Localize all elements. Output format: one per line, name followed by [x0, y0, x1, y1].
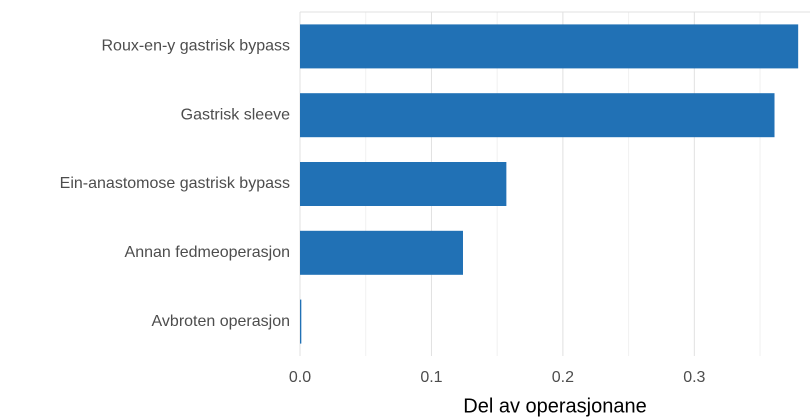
y-tick-label: Annan fedmeoperasjon [125, 244, 290, 261]
y-tick-label: Gastrisk sleeve [181, 106, 290, 123]
bar [300, 230, 463, 275]
y-tick-label: Avbroten operasjon [152, 313, 290, 330]
bar [300, 93, 775, 138]
x-tick-label: 0.2 [552, 369, 574, 386]
x-axis-label: Del av operasjonane [463, 395, 646, 417]
y-tick-label: Roux-en-y gastrisk bypass [101, 38, 290, 55]
y-tick-label: Ein-anastomose gastrisk bypass [60, 175, 290, 192]
bar [300, 162, 507, 206]
bar [300, 299, 302, 344]
x-tick-label: 0.0 [289, 369, 311, 386]
x-tick-label: 0.1 [420, 369, 442, 386]
x-tick-label: 0.3 [683, 369, 705, 386]
bar [300, 24, 799, 69]
